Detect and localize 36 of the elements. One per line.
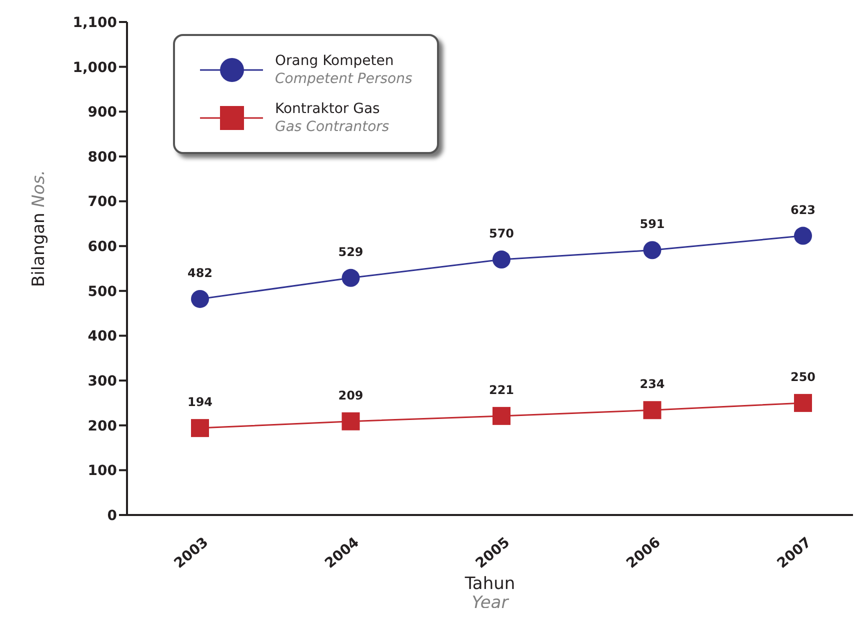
point — [191, 290, 209, 308]
y-tick-label: 800 — [88, 149, 118, 166]
x-axis-title: Tahun Year — [464, 574, 516, 613]
data-label: 250 — [790, 370, 816, 384]
point — [643, 401, 662, 420]
y-tick-label: 400 — [88, 328, 118, 345]
data-label: 482 — [187, 266, 213, 280]
y-tick-label: 1,100 — [72, 14, 118, 31]
y-tick-label: 700 — [88, 194, 118, 210]
point — [794, 226, 812, 245]
data-label: 234 — [640, 377, 665, 392]
point — [191, 419, 209, 438]
data-label: 591 — [640, 217, 665, 232]
legend-label: Kontraktor Gas Gas Contrantors — [275, 100, 390, 136]
y-tick-label: 0 — [107, 508, 118, 524]
point — [492, 406, 510, 425]
y-tick-label: 1,000 — [72, 60, 118, 76]
y-tick-label: 100 — [88, 463, 118, 480]
y-tick-label: 600 — [88, 239, 118, 256]
y-axis-title: Bilangan Nos. — [29, 170, 49, 288]
data-label: 221 — [488, 382, 514, 397]
data-label: 529 — [338, 244, 364, 259]
y-tick-label: 200 — [88, 418, 118, 434]
data-label: 570 — [488, 226, 514, 241]
point — [643, 241, 662, 260]
point — [492, 250, 510, 269]
point — [342, 412, 360, 430]
point — [794, 394, 812, 412]
data-label: 194 — [187, 395, 213, 410]
point — [342, 268, 360, 287]
legend-label: Orang Kompeten Competent Persons — [275, 52, 412, 88]
y-tick-label: 300 — [88, 374, 118, 390]
y-tick-label: 500 — [88, 284, 118, 300]
y-tick-label: 900 — [88, 104, 118, 121]
data-label: 209 — [338, 388, 364, 402]
data-label: 623 — [790, 202, 816, 217]
